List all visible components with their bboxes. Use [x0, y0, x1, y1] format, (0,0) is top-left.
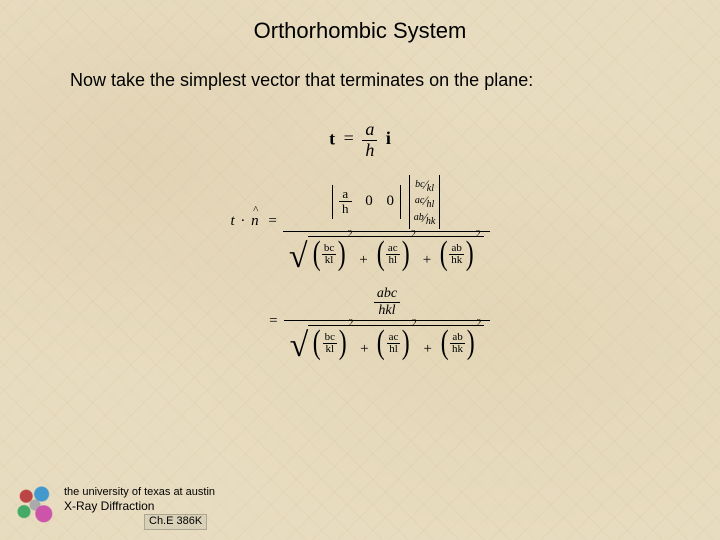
university-text: the university of texas at austin	[64, 486, 215, 500]
course-code: Ch.E 386K	[144, 514, 207, 530]
eq2-sqrt: √ (bckl)2 + (achl)2 + (abhk)2	[289, 236, 484, 270]
eq2-radicand: (bckl)2 + (achl)2 + (abhk)2	[308, 236, 484, 270]
radical-icon: √	[290, 329, 309, 363]
eq3-term0: (bckl)	[311, 328, 348, 358]
eq3-numerator: abc hkl	[284, 284, 491, 321]
eq1-den: h	[362, 141, 377, 161]
eq2-bigfrac: a h 0 0 bc⁄kl ac⁄hl ab⁄hk √	[283, 173, 490, 271]
eq3-bigfrac: abc hkl √ (bckl)2 + (achl)2 + (abhk)2	[284, 284, 491, 359]
eq2-lhs: t · n =	[230, 213, 276, 230]
footer: the university of texas at austin X-Ray …	[8, 472, 215, 532]
eq2-rowvec: a h 0 0	[332, 185, 401, 219]
eq2-rv0: a h	[339, 187, 352, 217]
eq2-term0: (bckl)	[311, 239, 348, 269]
eq2-nhat: n	[251, 213, 259, 230]
eq3-term2: (abhk)	[439, 328, 477, 358]
eq1-num: a	[362, 120, 377, 141]
eq2-rv2: 0	[387, 193, 395, 209]
eq1-frac: a h	[362, 120, 377, 161]
intro-text: Now take the simplest vector that termin…	[70, 70, 533, 91]
eq2-dot: ·	[240, 213, 245, 229]
footer-text: the university of texas at austin X-Ray …	[64, 486, 215, 531]
eq2-equals: =	[268, 213, 276, 229]
eq3-lhs: =	[230, 313, 278, 330]
eq2-rv1: 0	[365, 193, 373, 209]
eq3-radicand: (bckl)2 + (achl)2 + (abhk)2	[308, 325, 484, 359]
eq3-num-frac: abc hkl	[374, 286, 400, 318]
eq3-term1: (achl)	[375, 328, 411, 358]
eq2-cv1: ac⁄hl	[414, 193, 436, 210]
eq3-equals: =	[269, 313, 277, 329]
slide: Orthorhombic System Now take the simples…	[0, 0, 720, 540]
eq1-equals: =	[344, 128, 354, 148]
slide-title: Orthorhombic System	[0, 18, 720, 44]
xrd-text: X-Ray Diffraction	[64, 499, 215, 514]
eq2-term2: (abhk)	[438, 239, 476, 269]
eq3-sqrt: √ (bckl)2 + (achl)2 + (abhk)2	[290, 325, 485, 359]
eq2-t: t	[230, 213, 234, 229]
eq2-term1: (achl)	[375, 239, 411, 269]
eq2-colvec: bc⁄kl ac⁄hl ab⁄hk	[409, 175, 441, 230]
equation-1: t = a h i	[0, 120, 720, 161]
eq2-numerator: a h 0 0 bc⁄kl ac⁄hl ab⁄hk	[283, 173, 490, 233]
equation-3: = abc hkl √ (bckl)2 + (achl)2	[0, 284, 720, 359]
eq2-denominator: √ (bckl)2 + (achl)2 + (abhk)2	[283, 232, 490, 270]
equations: t = a h i t · n = a h	[0, 120, 720, 359]
eq3-denominator: √ (bckl)2 + (achl)2 + (abhk)2	[284, 321, 491, 359]
eq2-cv2: ab⁄hk	[414, 210, 436, 227]
eq2-cv0: bc⁄kl	[414, 177, 436, 194]
eq1-t: t	[329, 128, 335, 148]
eq1-i: i	[386, 128, 391, 148]
radical-icon: √	[289, 240, 308, 274]
molecule-icon	[8, 478, 62, 532]
equation-2: t · n = a h 0 0 bc⁄kl	[0, 173, 720, 271]
